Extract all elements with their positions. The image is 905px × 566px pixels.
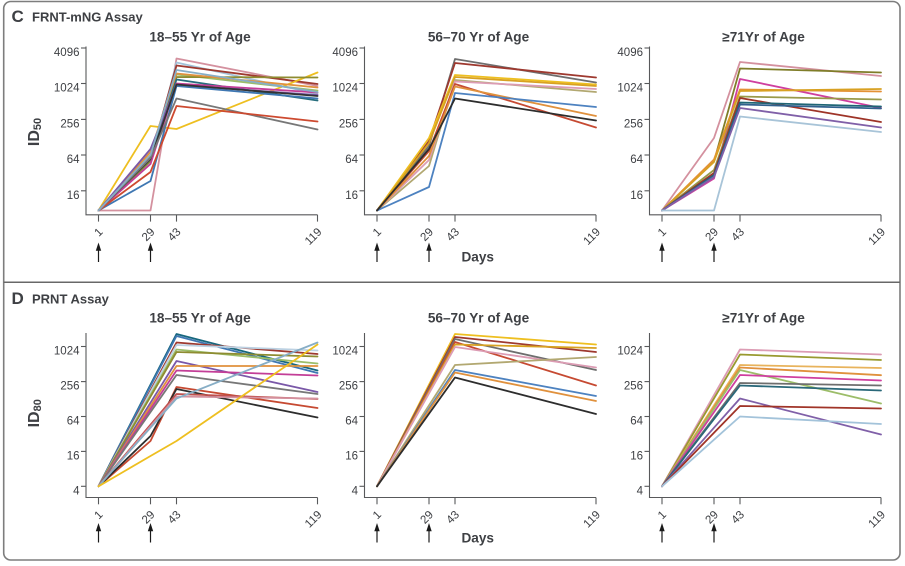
svg-text:256: 256 — [60, 118, 79, 130]
svg-text:FRNT-mNG Assay: FRNT-mNG Assay — [32, 10, 144, 25]
svg-text:18–55 Yr of Age: 18–55 Yr of Age — [149, 30, 251, 45]
svg-text:56–70 Yr of Age: 56–70 Yr of Age — [428, 30, 530, 45]
svg-text:16: 16 — [345, 450, 358, 462]
svg-text:C: C — [12, 7, 24, 26]
svg-text:4: 4 — [637, 485, 644, 497]
svg-text:64: 64 — [67, 154, 80, 166]
svg-text:1024: 1024 — [54, 83, 80, 95]
svg-text:1024: 1024 — [332, 346, 358, 358]
svg-text:256: 256 — [624, 381, 643, 393]
svg-text:4: 4 — [73, 485, 80, 497]
svg-text:D: D — [12, 289, 24, 308]
svg-text:Days: Days — [461, 530, 494, 545]
svg-text:16: 16 — [67, 450, 80, 462]
svg-text:64: 64 — [630, 416, 643, 428]
svg-text:64: 64 — [345, 416, 358, 428]
svg-text:18–55 Yr of Age: 18–55 Yr of Age — [149, 311, 251, 326]
svg-text:≥71Yr of Age: ≥71Yr of Age — [722, 30, 805, 45]
svg-text:1024: 1024 — [332, 83, 358, 95]
svg-text:4096: 4096 — [617, 47, 643, 59]
svg-text:64: 64 — [345, 154, 358, 166]
svg-text:1024: 1024 — [54, 346, 80, 358]
svg-text:1024: 1024 — [617, 83, 643, 95]
svg-text:4096: 4096 — [54, 47, 80, 59]
svg-text:16: 16 — [630, 190, 643, 202]
svg-text:16: 16 — [345, 190, 358, 202]
svg-text:PRNT Assay: PRNT Assay — [32, 292, 110, 307]
svg-text:256: 256 — [339, 118, 358, 130]
svg-text:256: 256 — [624, 118, 643, 130]
svg-text:4096: 4096 — [332, 47, 358, 59]
svg-text:16: 16 — [67, 190, 80, 202]
svg-text:≥71Yr of Age: ≥71Yr of Age — [722, 311, 805, 326]
svg-text:256: 256 — [339, 381, 358, 393]
svg-text:16: 16 — [630, 450, 643, 462]
svg-text:64: 64 — [67, 416, 80, 428]
svg-text:Days: Days — [461, 249, 494, 264]
svg-text:4: 4 — [352, 485, 359, 497]
svg-text:56–70 Yr of Age: 56–70 Yr of Age — [428, 311, 530, 326]
svg-text:64: 64 — [630, 154, 643, 166]
svg-text:256: 256 — [60, 381, 79, 393]
svg-text:1024: 1024 — [617, 346, 643, 358]
